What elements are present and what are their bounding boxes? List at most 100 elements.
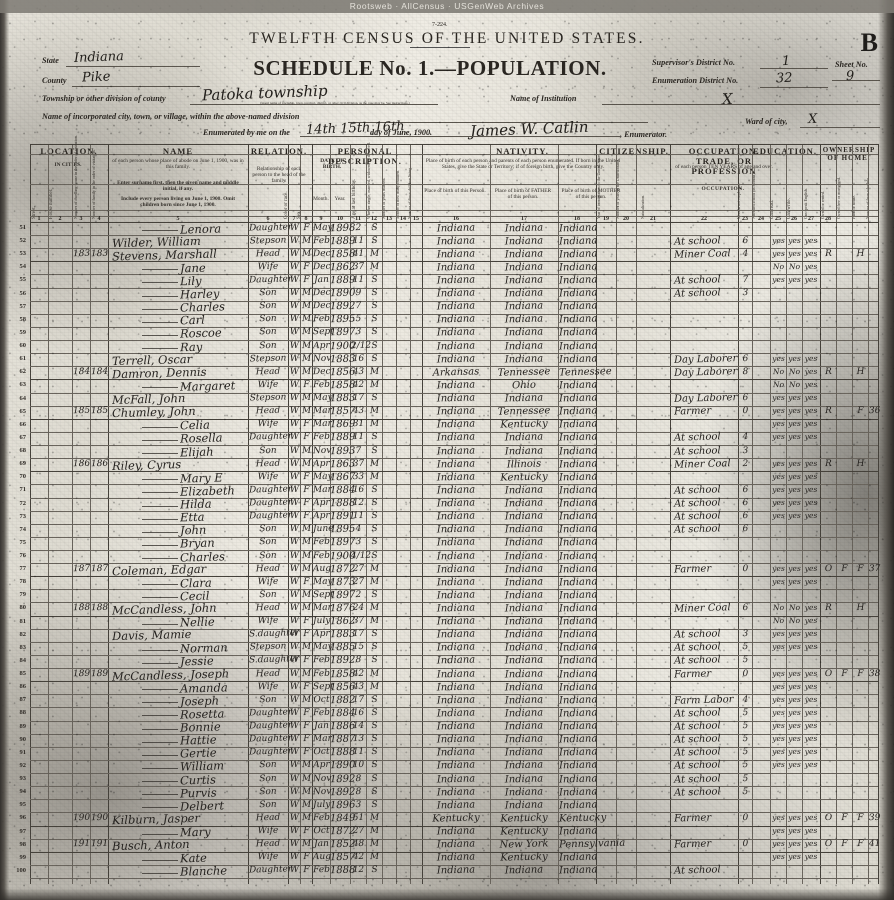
table-cell[interactable]: W: [289, 327, 300, 338]
table-cell[interactable]: At school: [673, 707, 721, 720]
table-cell[interactable]: S: [371, 694, 378, 705]
table-cell[interactable]: F: [303, 852, 310, 863]
table-cell[interactable]: Wife: [257, 261, 279, 273]
table-cell[interactable]: 31: [352, 419, 365, 430]
table-cell[interactable]: S: [371, 760, 378, 771]
table-cell[interactable]: Indiana: [436, 864, 476, 877]
table-cell[interactable]: 1888: [329, 746, 356, 759]
table-cell[interactable]: yes: [772, 825, 785, 836]
table-cell[interactable]: 16: [352, 353, 365, 364]
table-cell[interactable]: Indiana: [558, 444, 598, 458]
table-cell[interactable]: F: [303, 379, 310, 391]
table-cell[interactable]: yes: [772, 563, 785, 573]
table-cell[interactable]: Son: [259, 799, 277, 811]
table-cell[interactable]: M: [369, 406, 380, 417]
table-cell[interactable]: Indiana: [436, 287, 476, 300]
table-cell[interactable]: 43: [352, 366, 365, 377]
table-cell[interactable]: Head: [255, 838, 281, 850]
table-cell[interactable]: W: [289, 734, 300, 745]
table-cell[interactable]: At school: [673, 864, 721, 878]
table-cell[interactable]: W: [289, 537, 300, 548]
table-cell[interactable]: F: [303, 274, 310, 286]
table-cell[interactable]: At school: [673, 720, 721, 733]
table-cell[interactable]: 5: [742, 773, 749, 784]
table-cell[interactable]: 17: [352, 694, 365, 705]
table-cell[interactable]: 5: [742, 655, 749, 666]
table-cell[interactable]: 4: [355, 524, 362, 535]
table-cell[interactable]: 191: [72, 838, 91, 850]
table-cell[interactable]: Indiana: [436, 772, 476, 786]
table-cell[interactable]: 190: [90, 812, 109, 824]
table-cell[interactable]: Indiana: [558, 379, 598, 392]
table-cell[interactable]: 5: [742, 747, 749, 758]
table-cell[interactable]: W: [289, 314, 300, 325]
table-cell[interactable]: Indiana: [436, 484, 476, 497]
table-cell[interactable]: Son: [259, 327, 277, 338]
table-cell[interactable]: 1869: [329, 418, 356, 431]
table-cell[interactable]: yes: [772, 760, 785, 770]
table-cell[interactable]: 8: [355, 773, 362, 784]
table-cell[interactable]: F: [857, 668, 864, 679]
table-cell[interactable]: F: [857, 812, 864, 823]
table-cell[interactable]: Indiana: [436, 825, 476, 838]
table-cell[interactable]: At school: [673, 510, 721, 523]
table-cell[interactable]: M: [301, 812, 312, 824]
table-cell[interactable]: Kentucky: [500, 851, 548, 864]
table-cell[interactable]: 1882: [329, 694, 356, 707]
table-cell[interactable]: Indiana: [436, 221, 476, 235]
table-cell[interactable]: O: [824, 812, 833, 823]
table-cell[interactable]: W: [289, 392, 300, 404]
table-cell[interactable]: 1883: [329, 353, 356, 365]
table-cell[interactable]: Feb: [312, 707, 331, 719]
table-cell[interactable]: F: [303, 825, 310, 837]
table-cell[interactable]: Indiana: [436, 563, 476, 576]
table-cell[interactable]: 12: [352, 865, 365, 876]
table-cell[interactable]: 6: [742, 353, 749, 364]
table-cell[interactable]: Bryan: [179, 535, 215, 551]
table-cell[interactable]: May: [312, 576, 333, 587]
table-cell[interactable]: Elijah: [179, 444, 214, 459]
table-cell[interactable]: Stepson: [249, 392, 287, 404]
table-cell[interactable]: 190: [72, 812, 91, 824]
table-cell[interactable]: M: [301, 786, 312, 797]
table-cell[interactable]: W: [289, 510, 300, 522]
table-cell[interactable]: yes: [804, 379, 818, 390]
table-cell[interactable]: W: [289, 642, 300, 653]
table-cell[interactable]: Wife: [257, 379, 279, 391]
table-cell[interactable]: July: [312, 615, 331, 627]
table-cell[interactable]: 191: [90, 838, 109, 850]
table-cell[interactable]: M: [369, 838, 380, 850]
table-cell[interactable]: At school: [673, 641, 721, 654]
table-cell[interactable]: M: [301, 340, 312, 351]
table-cell[interactable]: Indiana: [436, 274, 476, 287]
table-cell[interactable]: Indiana: [436, 694, 476, 707]
table-cell[interactable]: 9: [355, 288, 362, 299]
table-cell[interactable]: Jan: [313, 274, 330, 286]
table-cell[interactable]: Blanche: [179, 863, 228, 880]
table-cell[interactable]: 1857: [329, 405, 356, 418]
table-cell[interactable]: 183: [72, 248, 91, 259]
table-cell[interactable]: Indiana: [436, 720, 476, 733]
table-cell[interactable]: Indiana: [504, 668, 544, 681]
enum-district-value[interactable]: 32: [775, 70, 793, 87]
table-cell[interactable]: Son: [259, 287, 277, 299]
table-cell[interactable]: W: [289, 563, 300, 574]
table-cell[interactable]: Kentucky: [500, 825, 548, 838]
table-cell[interactable]: yes: [804, 419, 818, 429]
table-cell[interactable]: 1893: [329, 445, 356, 457]
table-cell[interactable]: M: [301, 248, 312, 259]
table-cell[interactable]: 2: [742, 458, 749, 469]
table-cell[interactable]: yes: [788, 760, 801, 770]
table-cell[interactable]: Feb: [312, 865, 331, 876]
table-cell[interactable]: Indiana: [504, 484, 544, 497]
table-cell[interactable]: W: [289, 274, 300, 286]
table-cell[interactable]: 4: [742, 432, 749, 443]
table-cell[interactable]: 43: [352, 681, 365, 692]
table-cell[interactable]: Son: [259, 694, 277, 706]
table-cell[interactable]: S: [371, 524, 378, 535]
table-cell[interactable]: 13: [352, 734, 365, 745]
table-cell[interactable]: 41: [352, 248, 365, 259]
table-cell[interactable]: Indiana: [558, 510, 598, 523]
table-cell[interactable]: Indiana: [504, 654, 544, 667]
table-cell[interactable]: S: [371, 497, 378, 509]
